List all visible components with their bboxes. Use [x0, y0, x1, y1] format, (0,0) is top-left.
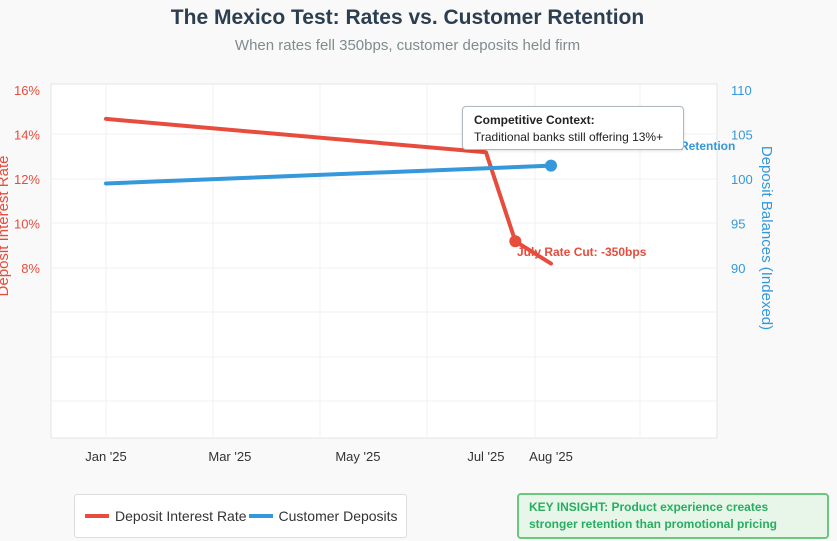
right-tick-label: 95 [731, 217, 745, 232]
competitive-context-tooltip: Competitive Context: Traditional banks s… [462, 106, 684, 150]
left-axis-label: Deposit Interest Rate [0, 156, 12, 297]
x-axis-ticks: Jan '25 Mar '25 May '25 Jul '25 Aug '25 [85, 449, 573, 464]
legend-swatch-deposits [248, 514, 273, 518]
legend: Deposit Interest Rate Customer Deposits [74, 494, 407, 538]
legend-item-rate[interactable]: Deposit Interest Rate [85, 508, 247, 524]
left-axis-ticks: 16% 14% 12% 10% 8% [14, 83, 40, 276]
x-tick-label: Mar '25 [208, 449, 251, 464]
right-tick-label: 105 [731, 128, 753, 143]
right-tick-label: 100 [731, 172, 753, 187]
left-tick-label: 16% [14, 83, 40, 98]
grid-lines [52, 85, 716, 437]
annotation-retention: Retention [680, 139, 735, 153]
right-tick-label: 90 [731, 261, 745, 276]
chart-title: The Mexico Test: Rates vs. Customer Rete… [170, 6, 645, 29]
left-tick-label: 10% [14, 217, 40, 232]
series-line-deposits [104, 163, 553, 186]
tooltip-title: Competitive Context: [474, 113, 595, 127]
x-tick-label: Jul '25 [467, 449, 504, 464]
chart-subtitle: When rates fell 350bps, customer deposit… [234, 37, 581, 54]
tooltip-body: Traditional banks still offering 13%+ [474, 130, 664, 144]
legend-label-rate: Deposit Interest Rate [115, 508, 247, 524]
x-tick-label: Jan '25 [85, 449, 127, 464]
x-tick-label: Aug '25 [529, 449, 573, 464]
series-line-rate [104, 116, 553, 266]
legend-label-deposits: Customer Deposits [278, 508, 398, 524]
left-tick-label: 14% [14, 128, 40, 143]
left-tick-label: 8% [21, 261, 40, 276]
right-axis-ticks: 110 105 100 95 90 [731, 83, 753, 276]
annotation-rate-cut: July Rate Cut: -350bps [517, 245, 647, 259]
deposits-end-marker [545, 159, 557, 172]
rate-cut-marker [509, 235, 522, 248]
left-tick-label: 12% [14, 172, 40, 187]
right-tick-label: 110 [731, 83, 752, 98]
legend-swatch-rate [85, 514, 109, 518]
key-insight-box: KEY INSIGHT: Product experience creates … [517, 493, 829, 539]
x-tick-label: May '25 [335, 449, 380, 464]
legend-item-deposits[interactable]: Customer Deposits [248, 508, 398, 524]
right-axis-label: Deposit Balances (Indexed) [758, 146, 775, 330]
series-layer [104, 116, 557, 266]
